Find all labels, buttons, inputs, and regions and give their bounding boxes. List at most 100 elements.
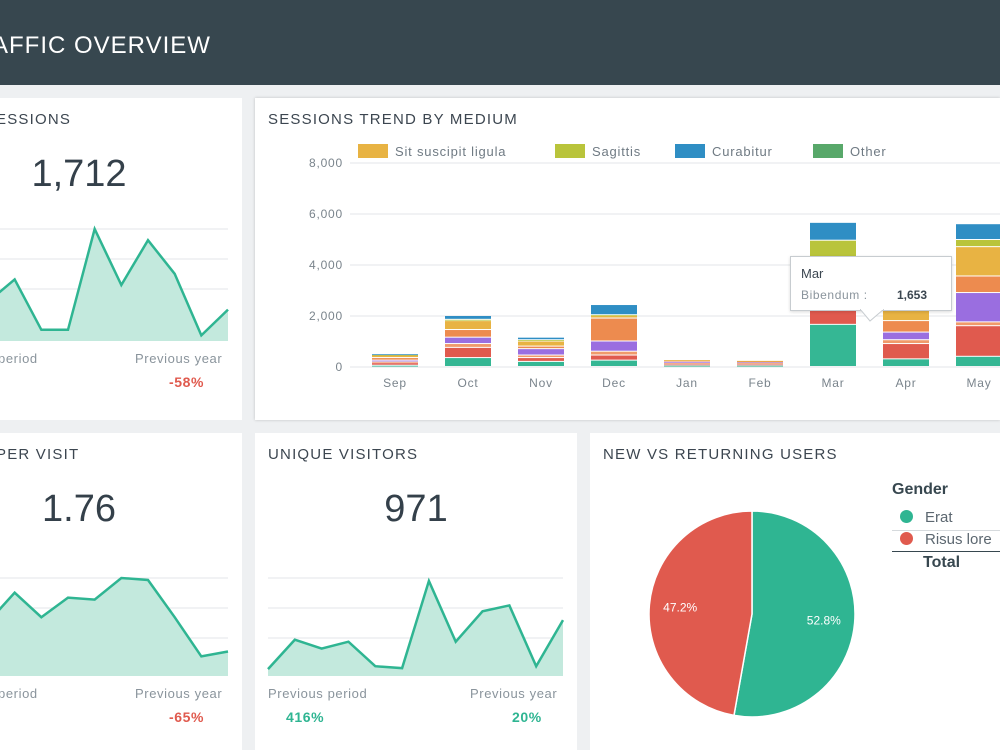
bar-segment[interactable] xyxy=(445,321,491,330)
visitors-prev-year-value: 20% xyxy=(512,709,542,725)
bar-segment[interactable] xyxy=(883,344,929,359)
bar-segment[interactable] xyxy=(445,337,491,344)
pie-legend-item-erat[interactable]: Erat xyxy=(900,509,953,526)
x-tick-label: Feb xyxy=(748,376,771,390)
tooltip-pointer xyxy=(860,309,884,322)
bar-segment[interactable] xyxy=(445,347,491,358)
bar-segment[interactable] xyxy=(518,346,564,349)
bar-segment[interactable] xyxy=(664,361,710,363)
bar-segment[interactable] xyxy=(372,355,418,358)
page-title: AFFIC OVERVIEW xyxy=(0,32,211,59)
pages-sparkline-area xyxy=(0,578,228,676)
bar-segment[interactable] xyxy=(591,351,637,355)
tooltip-title: Mar xyxy=(801,266,824,281)
x-tick-label: Dec xyxy=(602,376,626,390)
bar-segment[interactable] xyxy=(591,315,637,317)
bar-segment[interactable] xyxy=(737,360,783,362)
pie-slice-label: 52.8% xyxy=(807,613,841,627)
dashboard-header: AFFIC OVERVIEW xyxy=(0,0,1000,85)
pie-legend-total: Total xyxy=(923,554,961,571)
bar-segment[interactable] xyxy=(664,360,710,362)
legend-dot xyxy=(900,510,913,523)
bar-segment[interactable] xyxy=(518,341,564,346)
bar-segment[interactable] xyxy=(518,358,564,361)
legend-label: Erat xyxy=(925,509,953,526)
bar-segment[interactable] xyxy=(591,360,637,366)
bar-segment[interactable] xyxy=(591,316,637,318)
bar-segment[interactable] xyxy=(591,355,637,360)
bar-segment[interactable] xyxy=(956,322,1000,326)
sessions-prev-year-label: Previous year xyxy=(135,351,223,366)
bar-segment[interactable] xyxy=(810,324,856,366)
visitors-prev-period-label: Previous period xyxy=(268,686,368,701)
bar-segment[interactable] xyxy=(810,222,856,240)
bar-segment[interactable] xyxy=(445,344,491,347)
bar-segment[interactable] xyxy=(445,330,491,337)
bar-segment[interactable] xyxy=(956,247,1000,276)
bar-segment[interactable] xyxy=(372,365,418,367)
pie-legend-item-risus[interactable]: Risus lore xyxy=(900,531,992,548)
bar-segment[interactable] xyxy=(883,359,929,366)
visitors-sparkline-line xyxy=(267,577,565,670)
pages-per-visit-title: PER VISIT xyxy=(0,446,80,463)
legend-swatch xyxy=(813,144,843,158)
bar-segment[interactable] xyxy=(956,276,1000,293)
bar-segment[interactable] xyxy=(956,224,1000,240)
bar-segment[interactable] xyxy=(664,364,710,366)
pie-slice[interactable] xyxy=(648,510,753,717)
bar-segment[interactable] xyxy=(664,363,710,364)
legend-label: Sagittis xyxy=(592,144,641,159)
tooltip-value: 1,653 xyxy=(897,288,928,302)
x-tick-label: Mar xyxy=(821,376,844,390)
bar-segment[interactable] xyxy=(372,354,418,356)
bar-segment[interactable] xyxy=(956,326,1000,356)
y-tick-label: 4,000 xyxy=(309,258,343,272)
sessions-prev-period-label: period xyxy=(0,351,38,366)
bar-segment[interactable] xyxy=(737,361,783,363)
bar-segment[interactable] xyxy=(591,341,637,351)
bar-segment[interactable] xyxy=(664,365,710,367)
bar-segment[interactable] xyxy=(737,363,783,364)
sessions-trend-title: SESSIONS TREND BY MEDIUM xyxy=(268,111,518,128)
bar-segment[interactable] xyxy=(591,318,637,341)
bar-segment[interactable] xyxy=(883,332,929,340)
bar-segment[interactable] xyxy=(737,361,783,363)
bar-segment[interactable] xyxy=(372,354,418,356)
bar-segment[interactable] xyxy=(883,340,929,344)
new-vs-returning-pie: 52.8% 47.2% xyxy=(648,510,856,718)
bar-segment[interactable] xyxy=(372,361,418,363)
pages-per-visit-value: 1.76 xyxy=(42,488,116,530)
bar-segment[interactable] xyxy=(445,358,491,366)
bar-segment[interactable] xyxy=(737,365,783,367)
bar-segment[interactable] xyxy=(518,355,564,358)
bar-segment[interactable] xyxy=(518,361,564,366)
bar-segment[interactable] xyxy=(372,363,418,365)
bar-segment[interactable] xyxy=(445,316,491,319)
pages-prev-period-label: period xyxy=(0,686,38,701)
x-tick-label: Jan xyxy=(676,376,698,390)
bar-segment[interactable] xyxy=(372,358,418,360)
chart-tooltip: Mar Bibendum : 1,653 xyxy=(790,256,952,311)
bar-segment[interactable] xyxy=(591,305,637,315)
bar-segment[interactable] xyxy=(883,308,929,321)
bar-segment[interactable] xyxy=(956,240,1000,247)
unique-visitors-title: UNIQUE VISITORS xyxy=(268,446,419,463)
bar-segment[interactable] xyxy=(664,360,710,361)
bar-segment[interactable] xyxy=(518,340,564,342)
bar-segment[interactable] xyxy=(956,356,1000,366)
legend-label: Risus lore xyxy=(925,531,992,548)
bar-segment[interactable] xyxy=(518,337,564,340)
y-tick-label: 0 xyxy=(336,360,343,374)
x-tick-label: Sep xyxy=(383,376,407,390)
bar-segment[interactable] xyxy=(445,319,491,321)
pages-prev-year-label: Previous year xyxy=(135,686,223,701)
bar-segment[interactable] xyxy=(956,293,1000,322)
legend-total-divider xyxy=(892,551,1000,552)
pie-slice[interactable] xyxy=(733,510,856,718)
bar-segment[interactable] xyxy=(883,321,929,332)
bar-segment[interactable] xyxy=(518,349,564,355)
bar-segment[interactable] xyxy=(810,310,856,324)
bar-segment[interactable] xyxy=(372,360,418,362)
bar-segment[interactable] xyxy=(737,364,783,366)
sessions-value: 1,712 xyxy=(31,153,127,195)
